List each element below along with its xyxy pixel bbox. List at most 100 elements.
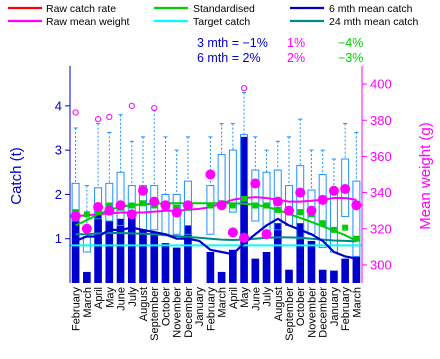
x-tick-label: January [329,287,341,327]
y-axis-title-right: Mean weight (g) [417,122,434,230]
x-tick-label: April [93,287,105,309]
y-tick-label-left: 2 [55,187,62,202]
y-tick-label-left: 3 [55,143,62,158]
catch-bar [229,249,237,283]
y-tick-label-right: 320 [370,221,392,236]
catch-box [206,185,215,235]
catch-box [318,174,327,249]
standardised-point [342,224,349,231]
mean-weight-point [272,196,283,207]
standardised-point [353,235,360,242]
x-tick-label: February [340,287,352,332]
x-tick-label: May [239,287,251,308]
standardised-point [297,209,304,216]
x-tick-label: June [116,287,128,311]
legend-label-standardised: Standardised [193,3,255,15]
catch-bar [341,258,349,283]
y-axis-title-left: Catch (t) [8,147,25,205]
mean-weight-point [160,200,171,211]
x-tick-label: April [228,287,240,309]
x-tick-label: September [284,287,296,341]
line-raw-mean-weight [75,196,357,218]
mean-weight-point [261,229,272,240]
legend: Raw catch rate Raw mean weight Standardi… [8,3,418,28]
mean-weight-point [284,205,294,216]
mean-weight-point [70,211,81,222]
catch-bar [352,256,361,283]
x-tick-label: November [307,287,319,338]
catch-box [217,154,226,209]
x-tick-label: July [127,287,139,307]
x-tick-label: December [183,287,195,338]
catch-bar [172,247,181,283]
catch-bar [184,225,192,283]
catch-bar [150,232,159,283]
mean-weight-point [171,207,182,218]
x-tick-label: July [262,287,274,307]
standardised-point [140,200,146,207]
catch-box [94,187,103,220]
mean-weight-point [93,202,104,213]
stat-6mth-standardised: −3% [338,51,363,65]
standardised-point [330,226,337,233]
catch-box [251,169,260,222]
catch-box [116,171,125,226]
legend-label-24-mth-mean-catch: 24 mth mean catch [329,16,418,28]
x-tick-label: August [273,287,285,321]
mean-weight-point [340,183,351,194]
standardised-point [207,202,214,209]
catch-box [82,236,91,253]
catch-bar [296,223,305,283]
y-tick-label-right: 300 [370,257,392,272]
line-6-mth-mean-catch [75,217,357,260]
x-tick-label: March [82,287,94,318]
catch-bar [318,269,327,283]
stat-3mth-weight: 1% [287,36,305,50]
mean-weight-point [295,187,306,198]
catch-box [352,180,361,257]
catch-bar [83,271,91,283]
catch-bar [105,221,114,283]
catch-bar [251,258,260,283]
catch-bar [330,270,338,283]
standardised-point [83,211,90,218]
mean-weight-point [138,185,148,196]
mean-weight-point [306,205,317,216]
x-tick-label: November [172,287,184,338]
catch-bar [139,229,147,283]
standardised-point [106,202,113,209]
catch-bar [307,240,316,283]
standardised-point [128,202,135,209]
x-tick-label: January [194,287,206,327]
catch-box [150,185,159,231]
standardised-point [319,220,326,227]
catch-bar [206,252,215,283]
mean-weight-point [115,200,126,211]
catch-bar [217,271,226,283]
catch-bar [285,269,293,283]
mean-weight-point [317,194,328,205]
x-tick-label: December [318,287,330,338]
mean-weight-point [250,178,261,189]
x-tick-label: March [217,287,229,318]
x-tick-label: February [71,287,83,332]
catch-bar [161,243,170,283]
legend-label-raw-catch-rate: Raw catch rate [46,3,116,15]
y-tick-label-right: 340 [370,185,392,200]
stat-6mth-label: 6 mth = 2% [197,51,261,65]
mean-weight-point [81,223,92,234]
mean-weight-point [104,205,115,216]
standardised-point [263,202,270,209]
mean-weight-point [216,200,227,211]
y-tick-label-right: 380 [370,113,392,128]
legend-label-target-catch: Target catch [193,16,250,28]
catch-outlier-point [94,116,102,123]
mean-weight-point [328,185,339,196]
legend-label-raw-mean-weight: Raw mean weight [46,16,130,28]
mean-weight-point [239,232,250,243]
x-tick-label: March [351,287,363,318]
catch-box [228,149,237,213]
